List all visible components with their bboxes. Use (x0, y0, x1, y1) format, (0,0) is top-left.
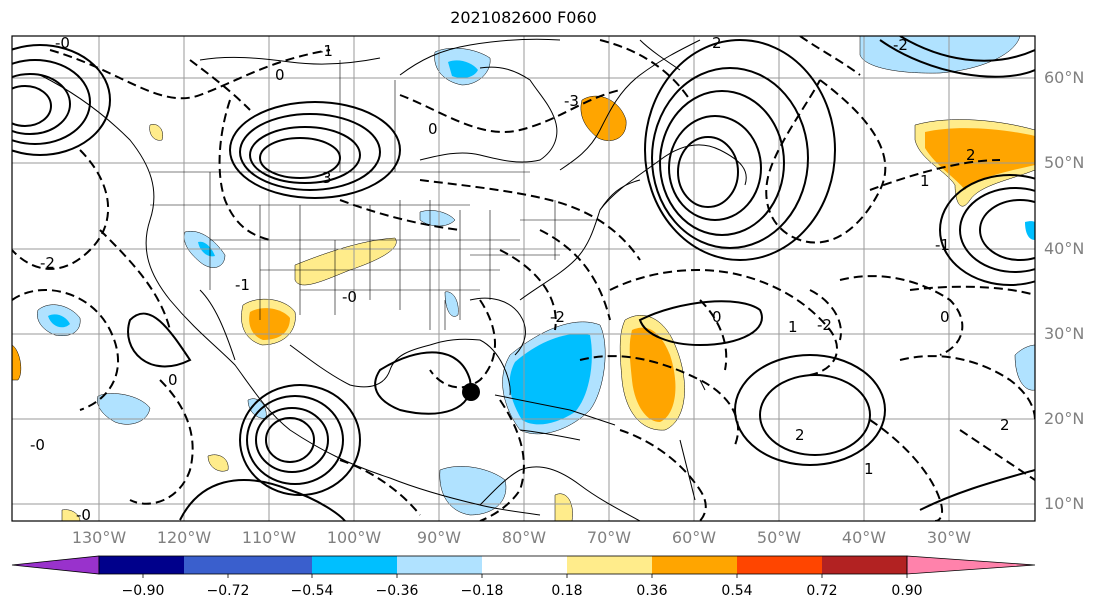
contour-label: -2 (817, 316, 832, 334)
colorbar-bin (482, 556, 567, 574)
contour-label: -1 (935, 236, 950, 254)
lon-label: 30°W (926, 528, 972, 547)
colorbar-tick-label: 0.18 (551, 583, 583, 599)
lat-label: 10°N (1044, 494, 1085, 513)
colorbar-bin (567, 556, 652, 574)
contour-label: 0 (275, 66, 285, 84)
lon-label: 100°W (326, 528, 382, 547)
colorbar-extend-low (11, 555, 100, 575)
lat-label: 20°N (1044, 409, 1085, 428)
contour-labels: -0 -1 0 2 -2 3 -3 0 1 -1 2 -2 0 -0 2 -2 … (30, 34, 1010, 524)
colorbar-bin (184, 556, 269, 574)
fill-yellow-plains (294, 237, 397, 286)
fill-yellow-mexico-south (207, 454, 229, 472)
map-title: 2021082600 F060 (450, 8, 597, 27)
lon-label: 50°W (756, 528, 802, 547)
map-frame (11, 35, 1036, 522)
gridlines (12, 36, 1035, 521)
solid-contours (12, 36, 1035, 521)
lat-label: 50°N (1044, 153, 1085, 172)
colorbar-bin (822, 556, 907, 574)
contour-label: 3 (322, 169, 332, 187)
lon-label: 110°W (241, 528, 297, 547)
fill-blue-east-edge (1014, 344, 1035, 391)
fill-orange-atlantic-core (629, 327, 676, 422)
fill-blue-gulf (444, 291, 459, 317)
lon-label: 120°W (156, 528, 212, 547)
fill-orange-northatlantic-core (925, 128, 1035, 190)
contour-label: -1 (318, 42, 333, 60)
lat-label: 30°N (1044, 324, 1085, 343)
colorbar (11, 555, 1036, 578)
colorbar-bin (737, 556, 822, 574)
colorbar-tick-label: 0.72 (806, 583, 838, 599)
lon-label: 40°W (841, 528, 887, 547)
contour-label: 1 (864, 460, 874, 478)
fill-orange-labrador (580, 95, 627, 141)
contour-label: -2 (893, 36, 908, 54)
lon-label: 80°W (501, 528, 547, 547)
colorbar-tick-label: 0.54 (721, 583, 753, 599)
fill-yellow-west-edge (12, 344, 22, 381)
colorbar-tick-label: −0.54 (290, 583, 334, 599)
contour-label: 0 (940, 308, 950, 326)
contour-label: 2 (1000, 416, 1010, 434)
contour-label: -1 (235, 276, 250, 294)
lat-label: 60°N (1044, 68, 1085, 87)
colorbar-bin (99, 556, 184, 574)
colorbar-bin (312, 556, 397, 574)
colorbar-bin (397, 556, 482, 574)
contour-label: 2 (712, 34, 722, 52)
contour-label: 0 (168, 371, 178, 389)
contour-label: 0 (428, 120, 438, 138)
colorbar-tick-label: 0.36 (636, 583, 668, 599)
lon-label: 70°W (586, 528, 632, 547)
fill-blue-great-lakes (419, 210, 456, 227)
contour-label: 1 (920, 172, 930, 190)
colorbar-tick-label: 0.90 (891, 583, 923, 599)
fill-blue-hudson-core (448, 60, 478, 78)
map-area (12, 36, 1035, 521)
colorbar-tick-label: −0.36 (375, 583, 419, 599)
fill-yellow-bottom-1 (554, 493, 573, 521)
fill-orange-mexico-core (249, 308, 290, 340)
fill-blue-centam (439, 466, 507, 516)
coastlines (39, 38, 747, 521)
storm-center-marker (462, 383, 480, 401)
lon-label: 60°W (671, 528, 717, 547)
contour-label: -3 (564, 92, 579, 110)
lon-label: 130°W (71, 528, 127, 547)
colorbar-bin (652, 556, 737, 574)
colorbar-tick-label: −0.72 (206, 583, 250, 599)
political-borders (150, 60, 600, 330)
fill-yellow-pacific-small (149, 124, 163, 141)
lon-label: 90°W (416, 528, 462, 547)
contour-label: 0 (712, 308, 722, 326)
contour-label: -2 (550, 308, 565, 326)
colorbar-extend-high (906, 555, 1036, 575)
contour-label: 1 (788, 318, 798, 336)
contour-label: 2 (795, 426, 805, 444)
contour-label: -0 (55, 34, 70, 52)
shaded-fills (12, 36, 1035, 521)
colorbar-tick-label: −0.18 (460, 583, 504, 599)
contour-label: -0 (30, 436, 45, 454)
lat-label: 40°N (1044, 239, 1085, 258)
contour-label: -0 (342, 288, 357, 306)
fill-blue-pacific-1-core (48, 314, 70, 328)
fill-blue-east-small (1025, 221, 1035, 240)
dashed-contours (12, 36, 1035, 521)
fill-yellow-bottom-2 (61, 509, 81, 521)
colorbar-tick-label: −0.90 (121, 583, 165, 599)
contour-label: -0 (76, 506, 91, 524)
contour-label: -2 (40, 254, 55, 272)
fill-blue-pacific-2 (97, 393, 151, 425)
contour-label: 2 (966, 146, 976, 164)
